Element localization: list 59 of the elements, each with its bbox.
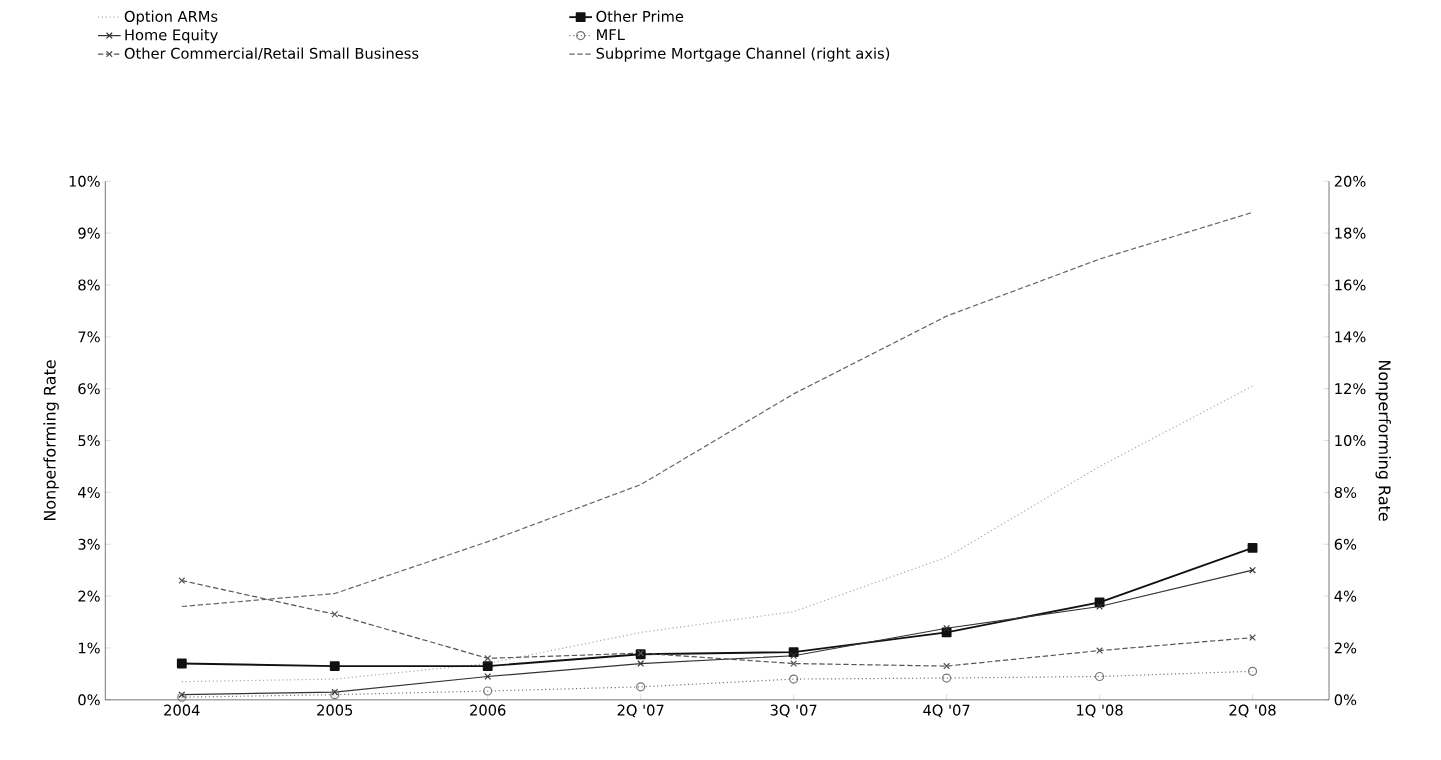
y2-tick-label: 8%	[1334, 486, 1357, 499]
point	[178, 577, 186, 585]
y-tick-label: 3%	[78, 538, 100, 550]
y-axis-title: Nonperforming Rate	[43, 360, 59, 521]
line-series	[181, 211, 1254, 608]
point	[943, 662, 951, 670]
x-tick-label: 2Q '08	[1229, 704, 1276, 718]
y-tick-label: 6%	[78, 383, 100, 395]
y2-tick-label: 14%	[1335, 331, 1366, 343]
point	[942, 673, 952, 683]
point	[1249, 566, 1256, 574]
y2-tick-label: 10%	[1335, 435, 1366, 447]
y-tick-label: 7%	[78, 331, 100, 343]
legend-label: Option ARMs	[124, 10, 218, 25]
point	[790, 652, 798, 660]
point	[637, 660, 645, 668]
legend-label: Other Commercial/Retail Small Business	[124, 47, 419, 61]
y-tick-label: 4%	[78, 486, 100, 499]
point	[790, 660, 798, 668]
x-tick-label: 2Q '07	[617, 704, 664, 718]
y2-tick-label: 20%	[1334, 175, 1366, 187]
y-tick-label: 2%	[78, 590, 100, 602]
x-tick-label: 4Q '07	[923, 704, 970, 718]
point	[329, 661, 340, 672]
y-tick-label: 8%	[78, 279, 100, 291]
legend-label: Home Equity	[125, 29, 218, 44]
y2-tick-label: 16%	[1335, 279, 1366, 291]
y2-tick-label: 6%	[1334, 538, 1357, 550]
y-tick-label: 10%	[69, 175, 100, 187]
point	[483, 686, 493, 696]
y-tick-label: 1%	[78, 642, 100, 654]
y2-tick-label: 0%	[1334, 694, 1357, 706]
x-tick-label: 3Q '07	[770, 704, 817, 718]
x-tick-label: 2005	[317, 704, 353, 716]
line-series	[181, 385, 1254, 683]
x-tick-label: 1Q '08	[1077, 704, 1123, 718]
x-tick-label: 2006	[470, 704, 506, 716]
y2-tick-label: 18%	[1335, 227, 1366, 239]
point	[636, 682, 646, 692]
y2-tick-label: 4%	[1334, 590, 1357, 602]
legend-label: Other Prime	[596, 10, 684, 23]
point	[943, 624, 951, 632]
point	[1094, 671, 1105, 682]
point	[482, 661, 493, 672]
point	[789, 674, 799, 684]
point	[176, 658, 187, 669]
y-tick-label: 5%	[78, 435, 100, 447]
y-tick-label: 0%	[78, 694, 100, 706]
y2-axis-title: Nonperforming Rate	[1375, 361, 1391, 521]
x-tick-label: 2004	[164, 704, 200, 716]
point	[484, 673, 492, 681]
y2-tick-label: 2%	[1334, 642, 1357, 654]
point	[1247, 666, 1258, 676]
legend-label: MFL	[597, 29, 625, 41]
y-tick-label: 9%	[78, 227, 100, 239]
point	[330, 690, 340, 700]
y2-tick-label: 12%	[1335, 383, 1366, 395]
point	[1247, 543, 1258, 553]
legend-label: Subprime Mortgage Channel (right axis)	[596, 47, 890, 62]
